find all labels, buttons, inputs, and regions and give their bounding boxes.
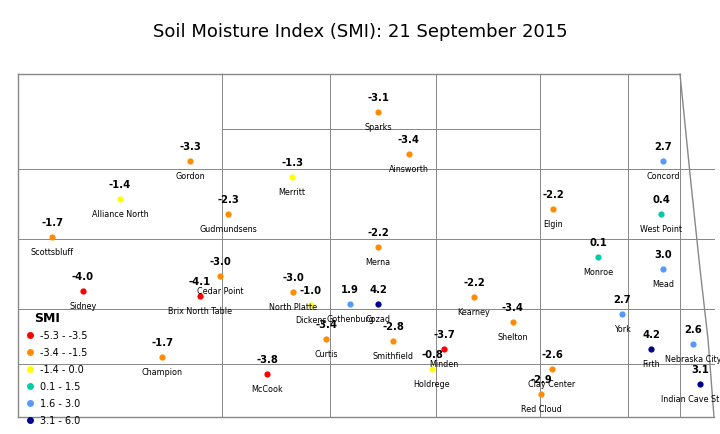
Text: 1.9: 1.9 <box>341 284 359 294</box>
Text: -2.2: -2.2 <box>367 227 389 237</box>
Text: -3.3: -3.3 <box>179 141 201 151</box>
Text: Firth: Firth <box>642 359 660 368</box>
Text: Gordon: Gordon <box>175 171 204 181</box>
Text: Smithfield: Smithfield <box>372 351 413 360</box>
Text: Elgin: Elgin <box>543 220 563 228</box>
Text: Kearney: Kearney <box>458 307 490 316</box>
Text: 3.0: 3.0 <box>654 250 672 260</box>
Text: Ainsworth: Ainsworth <box>389 164 429 174</box>
Text: Sidney: Sidney <box>69 301 96 310</box>
Text: Brix North Table: Brix North Table <box>168 306 232 315</box>
Text: Holdrege: Holdrege <box>414 379 450 388</box>
Text: -1.7: -1.7 <box>151 337 173 347</box>
Text: -3.4: -3.4 <box>502 302 524 312</box>
Text: 0.1: 0.1 <box>589 237 607 247</box>
Text: Mead: Mead <box>652 279 674 288</box>
Text: Monroe: Monroe <box>583 267 613 276</box>
Text: Curtis: Curtis <box>314 349 338 358</box>
Text: -5.3 - -3.5: -5.3 - -3.5 <box>40 330 88 340</box>
Text: -4.0: -4.0 <box>72 271 94 281</box>
Text: Minden: Minden <box>429 359 459 368</box>
Text: Soil Moisture Index (SMI): 21 September 2015: Soil Moisture Index (SMI): 21 September … <box>153 23 567 41</box>
Text: Gothenburg: Gothenburg <box>326 314 374 323</box>
Text: -2.2: -2.2 <box>542 190 564 200</box>
Text: SMI: SMI <box>34 311 60 324</box>
Text: -4.1: -4.1 <box>189 276 211 286</box>
Text: -2.3: -2.3 <box>217 194 239 204</box>
Text: -2.9: -2.9 <box>530 374 552 384</box>
Text: -1.3: -1.3 <box>281 158 303 168</box>
Text: North Platte: North Platte <box>269 302 317 311</box>
Text: 3.1: 3.1 <box>691 364 709 374</box>
Text: Champion: Champion <box>142 367 182 376</box>
Text: Concord: Concord <box>647 171 680 181</box>
Text: -3.0: -3.0 <box>209 256 231 266</box>
Text: York: York <box>613 324 631 333</box>
Text: Clay Center: Clay Center <box>528 379 575 388</box>
Text: 2.7: 2.7 <box>654 141 672 151</box>
Text: Gudmundsens: Gudmundsens <box>199 224 257 233</box>
Text: Scottsbluff: Scottsbluff <box>30 247 73 256</box>
Text: -0.8: -0.8 <box>421 349 443 359</box>
Text: -2.6: -2.6 <box>541 349 563 359</box>
Text: -3.7: -3.7 <box>433 329 455 339</box>
Text: 0.4: 0.4 <box>652 194 670 204</box>
Text: Alliance North: Alliance North <box>91 210 148 218</box>
Text: Merna: Merna <box>366 257 390 266</box>
Text: 2.6: 2.6 <box>684 324 702 334</box>
Text: -3.4: -3.4 <box>315 319 337 329</box>
Text: McCook: McCook <box>251 384 283 393</box>
Text: 4.2: 4.2 <box>369 284 387 294</box>
Text: Dickens: Dickens <box>295 315 327 324</box>
Text: Cedar Point: Cedar Point <box>197 286 243 295</box>
Text: -2.2: -2.2 <box>463 277 485 287</box>
Text: 3.1 - 6.0: 3.1 - 6.0 <box>40 415 80 425</box>
Text: 2.7: 2.7 <box>613 294 631 304</box>
Text: -3.8: -3.8 <box>256 354 278 364</box>
Text: -3.1: -3.1 <box>367 93 389 103</box>
Text: -1.4 - 0.0: -1.4 - 0.0 <box>40 364 84 374</box>
Text: -1.4: -1.4 <box>109 180 131 190</box>
Text: -2.8: -2.8 <box>382 321 404 331</box>
Text: -1.7: -1.7 <box>41 217 63 227</box>
Text: 0.1 - 1.5: 0.1 - 1.5 <box>40 381 81 391</box>
Text: 1.6 - 3.0: 1.6 - 3.0 <box>40 398 80 408</box>
Text: Merritt: Merritt <box>279 187 305 197</box>
Text: West Point: West Point <box>640 224 682 233</box>
Text: Indian Cave St Park: Indian Cave St Park <box>661 394 720 403</box>
Text: 4.2: 4.2 <box>642 329 660 339</box>
Text: Red Cloud: Red Cloud <box>521 404 562 413</box>
Text: Shelton: Shelton <box>498 332 528 341</box>
Text: -1.0: -1.0 <box>300 285 322 295</box>
Text: Sparks: Sparks <box>364 123 392 132</box>
Text: -3.4 - -1.5: -3.4 - -1.5 <box>40 347 87 357</box>
Text: -3.0: -3.0 <box>282 273 304 283</box>
Text: Nebraska City: Nebraska City <box>665 354 720 363</box>
Text: Cozad: Cozad <box>366 314 390 323</box>
Text: -3.4: -3.4 <box>398 135 420 145</box>
